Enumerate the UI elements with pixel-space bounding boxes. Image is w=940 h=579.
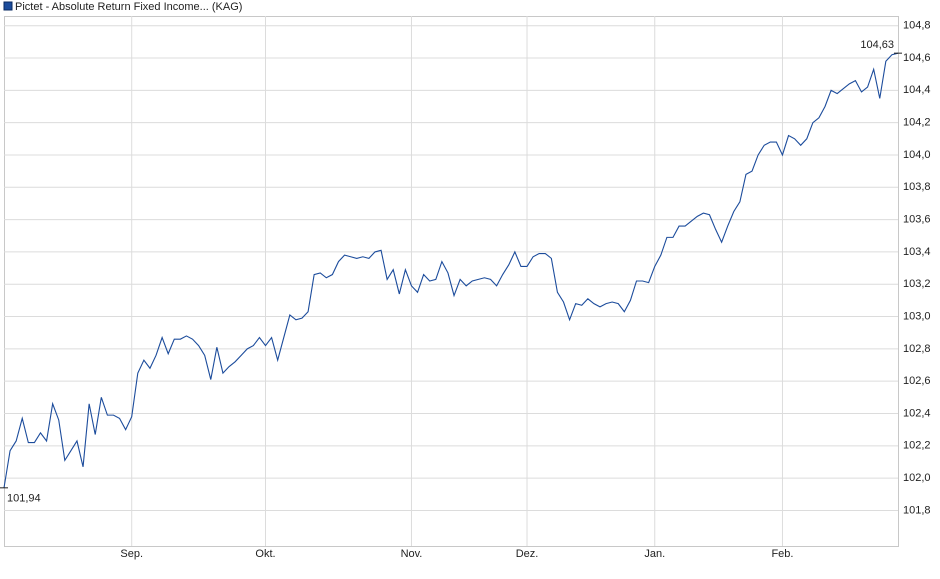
x-tick-label: Dez. (516, 548, 539, 560)
x-tick-label: Sep. (120, 548, 143, 560)
y-tick-label: 102,2 (903, 440, 931, 452)
legend-label: Pictet - Absolute Return Fixed Income...… (15, 1, 242, 13)
value-label: 101,94 (7, 493, 41, 505)
value-label: 104,63 (860, 39, 894, 51)
y-tick-label: 103,0 (903, 310, 931, 322)
y-tick-label: 102,6 (903, 375, 931, 387)
y-tick-label: 104,8 (903, 20, 931, 32)
x-tick-label: Feb. (771, 548, 793, 560)
series-line (3, 52, 899, 488)
y-tick-label: 104,0 (903, 149, 931, 161)
x-tick-label: Nov. (401, 548, 423, 560)
y-tick-label: 103,2 (903, 278, 931, 290)
y-tick-label: 102,0 (903, 472, 931, 484)
y-tick-label: 102,8 (903, 343, 931, 355)
y-tick-label: 102,4 (903, 407, 931, 419)
y-tick-label: 104,6 (903, 52, 931, 64)
y-tick-label: 103,6 (903, 214, 931, 226)
y-tick-label: 103,8 (903, 181, 931, 193)
x-tick-label: Jan. (644, 548, 665, 560)
y-tick-label: 103,4 (903, 246, 931, 258)
y-tick-label: 104,2 (903, 117, 931, 129)
y-tick-label: 101,8 (903, 504, 931, 516)
y-tick-label: 104,4 (903, 84, 931, 96)
plot-frame (4, 16, 899, 547)
x-tick-label: Okt. (255, 548, 275, 560)
legend-swatch (3, 1, 13, 11)
